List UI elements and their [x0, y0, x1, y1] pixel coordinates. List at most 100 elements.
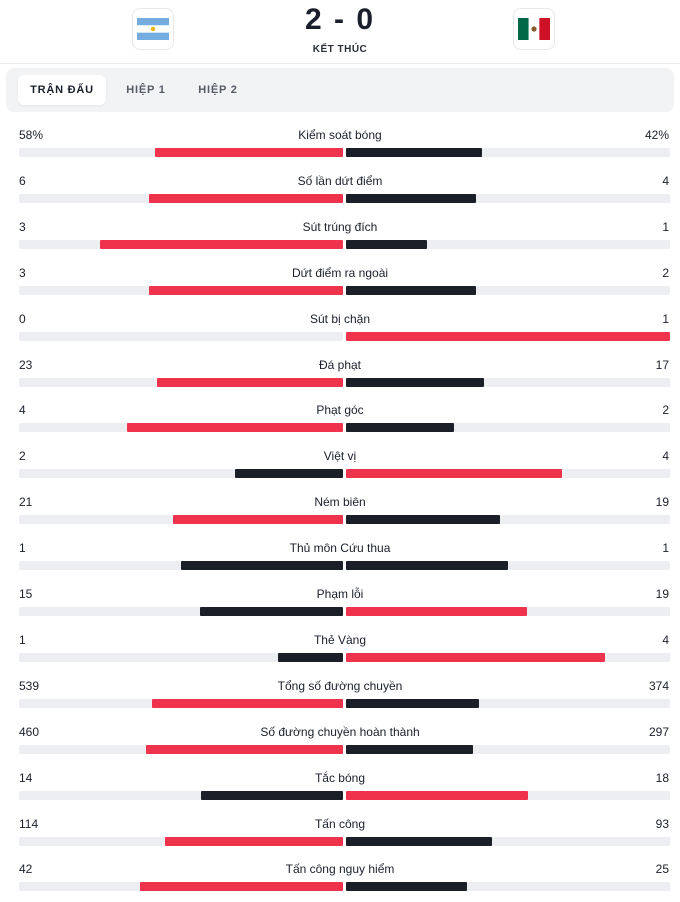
home-stat-bar — [235, 469, 343, 479]
home-stat-track — [19, 193, 343, 203]
away-stat-bar — [346, 561, 508, 571]
home-stat-track — [19, 377, 343, 387]
stat-label: Dứt điểm ra ngoài — [291, 265, 389, 280]
home-stat-track — [19, 882, 343, 892]
home-stat-value: 42 — [19, 862, 33, 877]
mexico-flag-icon — [518, 18, 550, 40]
stat-row: 460 Số đường chuyền hoàn thành 297 — [0, 721, 680, 767]
stat-label: Tấn công — [314, 816, 366, 831]
home-stat-value: 4 — [19, 403, 26, 418]
away-stat-value: 17 — [655, 357, 669, 372]
away-stat-track — [346, 698, 670, 708]
home-stat-track — [19, 515, 343, 525]
home-stat-track — [19, 469, 343, 479]
stat-row: 58% Kiểm soát bóng 42% — [0, 124, 680, 170]
away-stat-value: 19 — [655, 587, 669, 601]
home-stat-bar — [146, 744, 343, 754]
away-stat-bar — [346, 652, 606, 662]
stat-label: Sút bị chặn — [309, 311, 371, 326]
home-stat-bar — [172, 515, 343, 525]
away-stat-value: 93 — [655, 816, 669, 831]
stat-label: Kiểm soát bóng — [298, 128, 382, 142]
stat-label: Thủ môn Cứu thua — [289, 541, 391, 556]
home-stat-track — [19, 790, 343, 800]
home-stat-track — [19, 331, 343, 341]
home-stat-value: 1 — [19, 541, 26, 556]
stat-row: 6 Số lần dứt điểm 4 — [0, 170, 680, 216]
away-stat-value: 297 — [648, 724, 669, 739]
away-team-flag[interactable] — [513, 8, 555, 50]
away-stat-track — [346, 469, 670, 479]
argentina-flag-icon — [137, 18, 169, 40]
home-stat-bar — [139, 882, 343, 892]
home-stat-track — [19, 652, 343, 662]
away-stat-bar — [346, 377, 484, 387]
away-stat-bar — [346, 331, 670, 341]
home-stat-bar — [100, 239, 343, 249]
away-stat-track — [346, 744, 670, 754]
away-stat-value: 1 — [662, 219, 669, 234]
away-stat-track — [346, 377, 670, 387]
home-stat-track — [19, 698, 343, 708]
stat-row: 3 Dứt điểm ra ngoài 2 — [0, 262, 680, 308]
home-stat-value: 539 — [19, 678, 40, 693]
away-stat-value: 1 — [662, 311, 669, 326]
away-stat-bar — [346, 882, 467, 892]
away-stat-value: 4 — [662, 632, 669, 647]
home-stat-value: 23 — [19, 357, 33, 372]
away-stat-bar — [346, 193, 476, 203]
away-stat-bar — [346, 836, 492, 846]
stat-row: 42 Tấn công nguy hiểm 25 — [0, 858, 680, 902]
home-stat-value: 58% — [19, 128, 44, 142]
home-stat-track — [19, 423, 343, 433]
stat-row: 539 Tổng số đường chuyền 374 — [0, 675, 680, 721]
stat-row: 15 Phạm lỗi 19 — [0, 583, 680, 629]
stat-row: 21 Ném biên 19 — [0, 491, 680, 537]
away-stat-bar — [346, 515, 500, 525]
home-stat-value: 3 — [19, 219, 26, 234]
stat-row: 114 Tấn công 93 — [0, 813, 680, 859]
stat-row: 4 Phạt góc 2 — [0, 399, 680, 445]
away-stat-value: 374 — [648, 678, 669, 693]
away-stat-value: 25 — [655, 862, 669, 877]
home-stat-value: 15 — [19, 587, 33, 601]
stat-row: 1 Thủ môn Cứu thua 1 — [0, 537, 680, 583]
stat-label: Việt vị — [323, 449, 357, 464]
match-header: 2 - 0 KẾT THÚC — [0, 0, 680, 64]
away-stat-track — [346, 193, 670, 203]
match-score: 2 - 0 — [304, 3, 376, 36]
stat-label: Phạm lỗi — [316, 587, 364, 601]
home-stat-bar — [164, 836, 343, 846]
away-stat-track — [346, 239, 670, 249]
home-stat-bar — [156, 377, 343, 387]
tab-match[interactable]: TRẬN ĐẤU — [18, 75, 106, 105]
home-stat-value: 14 — [19, 770, 33, 785]
tab-second-half[interactable]: HIỆP 2 — [198, 84, 238, 96]
home-stat-value: 460 — [19, 724, 40, 739]
home-team-flag[interactable] — [132, 8, 174, 50]
stat-label: Ném biên — [314, 495, 366, 510]
away-stat-value: 19 — [655, 495, 669, 510]
period-tabs: TRẬN ĐẤU HIỆP 1 HIỆP 2 — [6, 68, 674, 112]
home-stat-bar — [148, 285, 343, 295]
stat-row: 2 Việt vị 4 — [0, 445, 680, 491]
stat-label: Thẻ Vàng — [313, 632, 367, 647]
stat-label: Số đường chuyền hoàn thành — [260, 724, 420, 739]
home-stat-value: 6 — [19, 173, 26, 188]
home-stat-value: 114 — [19, 816, 39, 831]
away-stat-value: 18 — [655, 770, 669, 785]
stat-row: 1 Thẻ Vàng 4 — [0, 629, 680, 675]
away-stat-bar — [346, 790, 529, 800]
stat-label: Sút trúng đích — [302, 219, 378, 234]
away-stat-track — [346, 561, 670, 571]
away-stat-value: 42% — [644, 128, 669, 142]
match-status: KẾT THÚC — [312, 44, 368, 55]
home-stat-bar — [278, 652, 343, 662]
away-stat-track — [346, 423, 670, 433]
away-stat-track — [346, 882, 670, 892]
stat-row: 23 Đá phạt 17 — [0, 354, 680, 400]
home-stat-bar — [200, 607, 343, 616]
tab-first-half[interactable]: HIỆP 1 — [126, 84, 166, 96]
home-stat-value: 21 — [19, 495, 33, 510]
stat-label: Tắc bóng — [314, 770, 366, 785]
